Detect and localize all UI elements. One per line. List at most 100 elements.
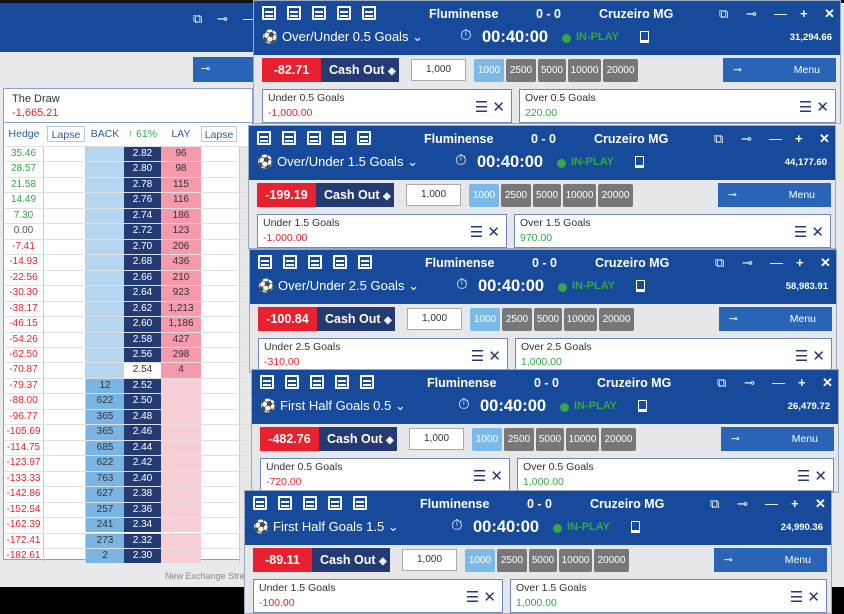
ladder-view-icon[interactable]: [312, 6, 326, 20]
runner-box[interactable]: Under 1.5 Goals -1,000.00 ☰ ✕: [257, 214, 507, 248]
back-cell[interactable]: [86, 347, 124, 363]
stake-button[interactable]: 1000: [469, 184, 499, 207]
lapse-cell[interactable]: [201, 502, 240, 518]
close-icon[interactable]: ✕: [816, 99, 829, 116]
close-icon[interactable]: ✕: [824, 6, 835, 21]
bookmark-icon[interactable]: [640, 31, 649, 43]
runner-box[interactable]: Over 1.5 Goals 970.00 ☰ ✕: [514, 214, 831, 248]
lapse-cell[interactable]: [44, 255, 86, 270]
list-view-icon[interactable]: [253, 496, 267, 510]
lay-cell[interactable]: 1,186: [161, 317, 201, 332]
lay-cell[interactable]: 98: [161, 162, 201, 177]
columns-view-icon[interactable]: [287, 6, 301, 20]
lapse-cell[interactable]: [44, 208, 86, 224]
back-cell[interactable]: [86, 286, 124, 301]
close-icon[interactable]: ✕: [819, 131, 830, 146]
lapse-cell[interactable]: [201, 409, 240, 425]
back-cell[interactable]: [86, 317, 124, 332]
stake-input[interactable]: 1,000: [409, 428, 464, 450]
ladder-view-icon[interactable]: [310, 375, 324, 389]
lapse-cell[interactable]: [201, 239, 240, 255]
lapse-cell[interactable]: [44, 502, 86, 518]
columns-view-icon[interactable]: [282, 131, 296, 145]
runner-box[interactable]: Under 0.5 Goals -1,000.00 ☰ ✕: [262, 89, 512, 123]
menu-button[interactable]: ⊸ Menu: [719, 307, 832, 331]
back-cell[interactable]: 365: [86, 425, 124, 440]
back-cell[interactable]: [86, 208, 124, 224]
stake-button[interactable]: 10000: [559, 549, 592, 572]
lapse-cell[interactable]: [44, 518, 86, 533]
lapse-cell[interactable]: [201, 363, 240, 378]
lay-cell[interactable]: [161, 502, 201, 518]
minimize-icon[interactable]: —: [769, 131, 782, 146]
lapse-cell[interactable]: [201, 147, 240, 162]
stake-button[interactable]: 1000: [465, 549, 495, 572]
menu-close-icons[interactable]: ☰ ✕: [475, 98, 505, 116]
lapse-cell[interactable]: [44, 270, 86, 286]
lapse-cell[interactable]: [44, 363, 86, 378]
stake-button[interactable]: 5000: [533, 184, 561, 207]
lapse-cell[interactable]: [44, 193, 86, 208]
lapse-cell[interactable]: [201, 471, 240, 487]
maximize-icon[interactable]: +: [798, 375, 806, 390]
pin-icon[interactable]: ⊸: [746, 6, 757, 21]
stake-button[interactable]: 2500: [504, 428, 534, 451]
lay-cell[interactable]: [161, 548, 201, 564]
menu-close-icons[interactable]: ☰ ✕: [797, 467, 827, 485]
stake-button[interactable]: 10000: [564, 308, 597, 331]
lay-cell[interactable]: [161, 394, 201, 409]
close-icon[interactable]: ✕: [487, 224, 500, 241]
lapse-cell[interactable]: [44, 347, 86, 363]
lay-cell[interactable]: [161, 425, 201, 440]
back-cell[interactable]: [86, 255, 124, 270]
lapse-cell[interactable]: [201, 548, 240, 564]
back-cell[interactable]: [86, 239, 124, 255]
lay-cell[interactable]: 116: [161, 193, 201, 208]
lay-cell[interactable]: [161, 456, 201, 471]
lapse-cell[interactable]: [201, 270, 240, 286]
bookmark-icon[interactable]: [638, 400, 647, 412]
market-selector[interactable]: Over/Under 0.5 Goals ⌄: [282, 29, 423, 45]
hamburger-icon[interactable]: ☰: [469, 224, 484, 241]
stake-button[interactable]: 10000: [568, 59, 601, 82]
menu-close-icons[interactable]: ☰ ✕: [795, 347, 825, 365]
close-icon[interactable]: ✕: [807, 589, 820, 606]
lapse-cell[interactable]: [44, 224, 86, 239]
back-cell[interactable]: 627: [86, 487, 124, 502]
ladder-view-icon[interactable]: [303, 496, 317, 510]
lapse-cell[interactable]: [201, 347, 240, 363]
lay-cell[interactable]: 210: [161, 270, 201, 286]
lapse-cell[interactable]: [201, 162, 240, 177]
menu-close-icons[interactable]: ☰ ✕: [470, 223, 500, 241]
chart-view-icon[interactable]: [332, 131, 346, 145]
lapse-cell[interactable]: [44, 456, 86, 471]
back-cell[interactable]: [86, 177, 124, 193]
hamburger-icon[interactable]: ☰: [793, 224, 808, 241]
lay-cell[interactable]: 186: [161, 208, 201, 224]
lapse-cell[interactable]: [201, 425, 240, 440]
ladder-view-icon[interactable]: [307, 131, 321, 145]
runner-box[interactable]: Over 1.5 Goals 1,000.00 ☰ ✕: [510, 579, 827, 613]
lapse-cell[interactable]: [44, 394, 86, 409]
resize-icon[interactable]: ⧉: [193, 11, 203, 26]
lapse-cell[interactable]: [44, 548, 86, 564]
lapse-cell[interactable]: [44, 317, 86, 332]
close-icon[interactable]: ✕: [490, 468, 503, 485]
chart-view-icon[interactable]: [333, 255, 347, 269]
runner-box[interactable]: Over 2.5 Goals 1,000.00 ☰ ✕: [515, 338, 832, 372]
stake-button[interactable]: 1000: [472, 428, 502, 451]
columns-view-icon[interactable]: [285, 375, 299, 389]
runner-box[interactable]: Under 1.5 Goals -100.00 ☰ ✕: [253, 579, 503, 613]
market-selector[interactable]: First Half Goals 0.5 ⌄: [280, 398, 406, 414]
minimize-icon[interactable]: —: [770, 255, 783, 270]
lapse-cell[interactable]: [44, 533, 86, 548]
hamburger-icon[interactable]: ☰: [470, 348, 485, 365]
stake-button[interactable]: 20000: [601, 428, 636, 451]
stake-button[interactable]: 2500: [502, 308, 532, 331]
runner-box[interactable]: Under 2.5 Goals -310.00 ☰ ✕: [258, 338, 508, 372]
lay-cell[interactable]: 96: [161, 147, 201, 162]
minimize-icon[interactable]: —: [774, 6, 787, 21]
lay-cell[interactable]: [161, 378, 201, 394]
pin-icon[interactable]: ⊸: [741, 131, 752, 146]
menu-close-icons[interactable]: ☰ ✕: [473, 467, 503, 485]
